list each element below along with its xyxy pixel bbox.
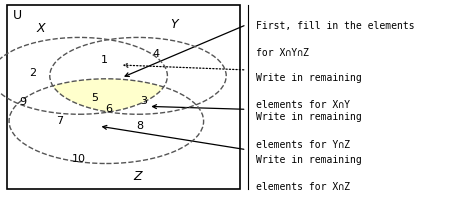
Text: for X∩Y∩Z: for X∩Y∩Z [255,48,308,58]
Text: Write in remaining: Write in remaining [255,112,361,122]
Text: 1: 1 [101,55,107,65]
Text: 6: 6 [105,104,112,114]
Text: First, fill in the elements: First, fill in the elements [255,21,414,31]
Text: U: U [13,9,22,22]
Text: Write in remaining: Write in remaining [255,73,361,83]
Text: 7: 7 [56,116,63,126]
Text: elements for Y∩Z: elements for Y∩Z [255,140,350,150]
Polygon shape [53,79,164,112]
Text: Z: Z [134,170,142,183]
Text: 4: 4 [153,49,159,59]
Text: elements for X∩Y: elements for X∩Y [255,100,350,111]
Text: 8: 8 [136,121,143,131]
Text: elements for X∩Z: elements for X∩Z [255,182,350,192]
Text: 3: 3 [140,97,147,106]
Text: 10: 10 [72,154,86,164]
Text: 2: 2 [29,68,36,78]
Text: Y: Y [170,18,178,31]
Text: 5: 5 [91,93,99,102]
Text: Write in remaining: Write in remaining [255,155,361,165]
Text: 9: 9 [19,98,26,107]
Text: X: X [37,22,45,35]
FancyBboxPatch shape [7,5,240,189]
